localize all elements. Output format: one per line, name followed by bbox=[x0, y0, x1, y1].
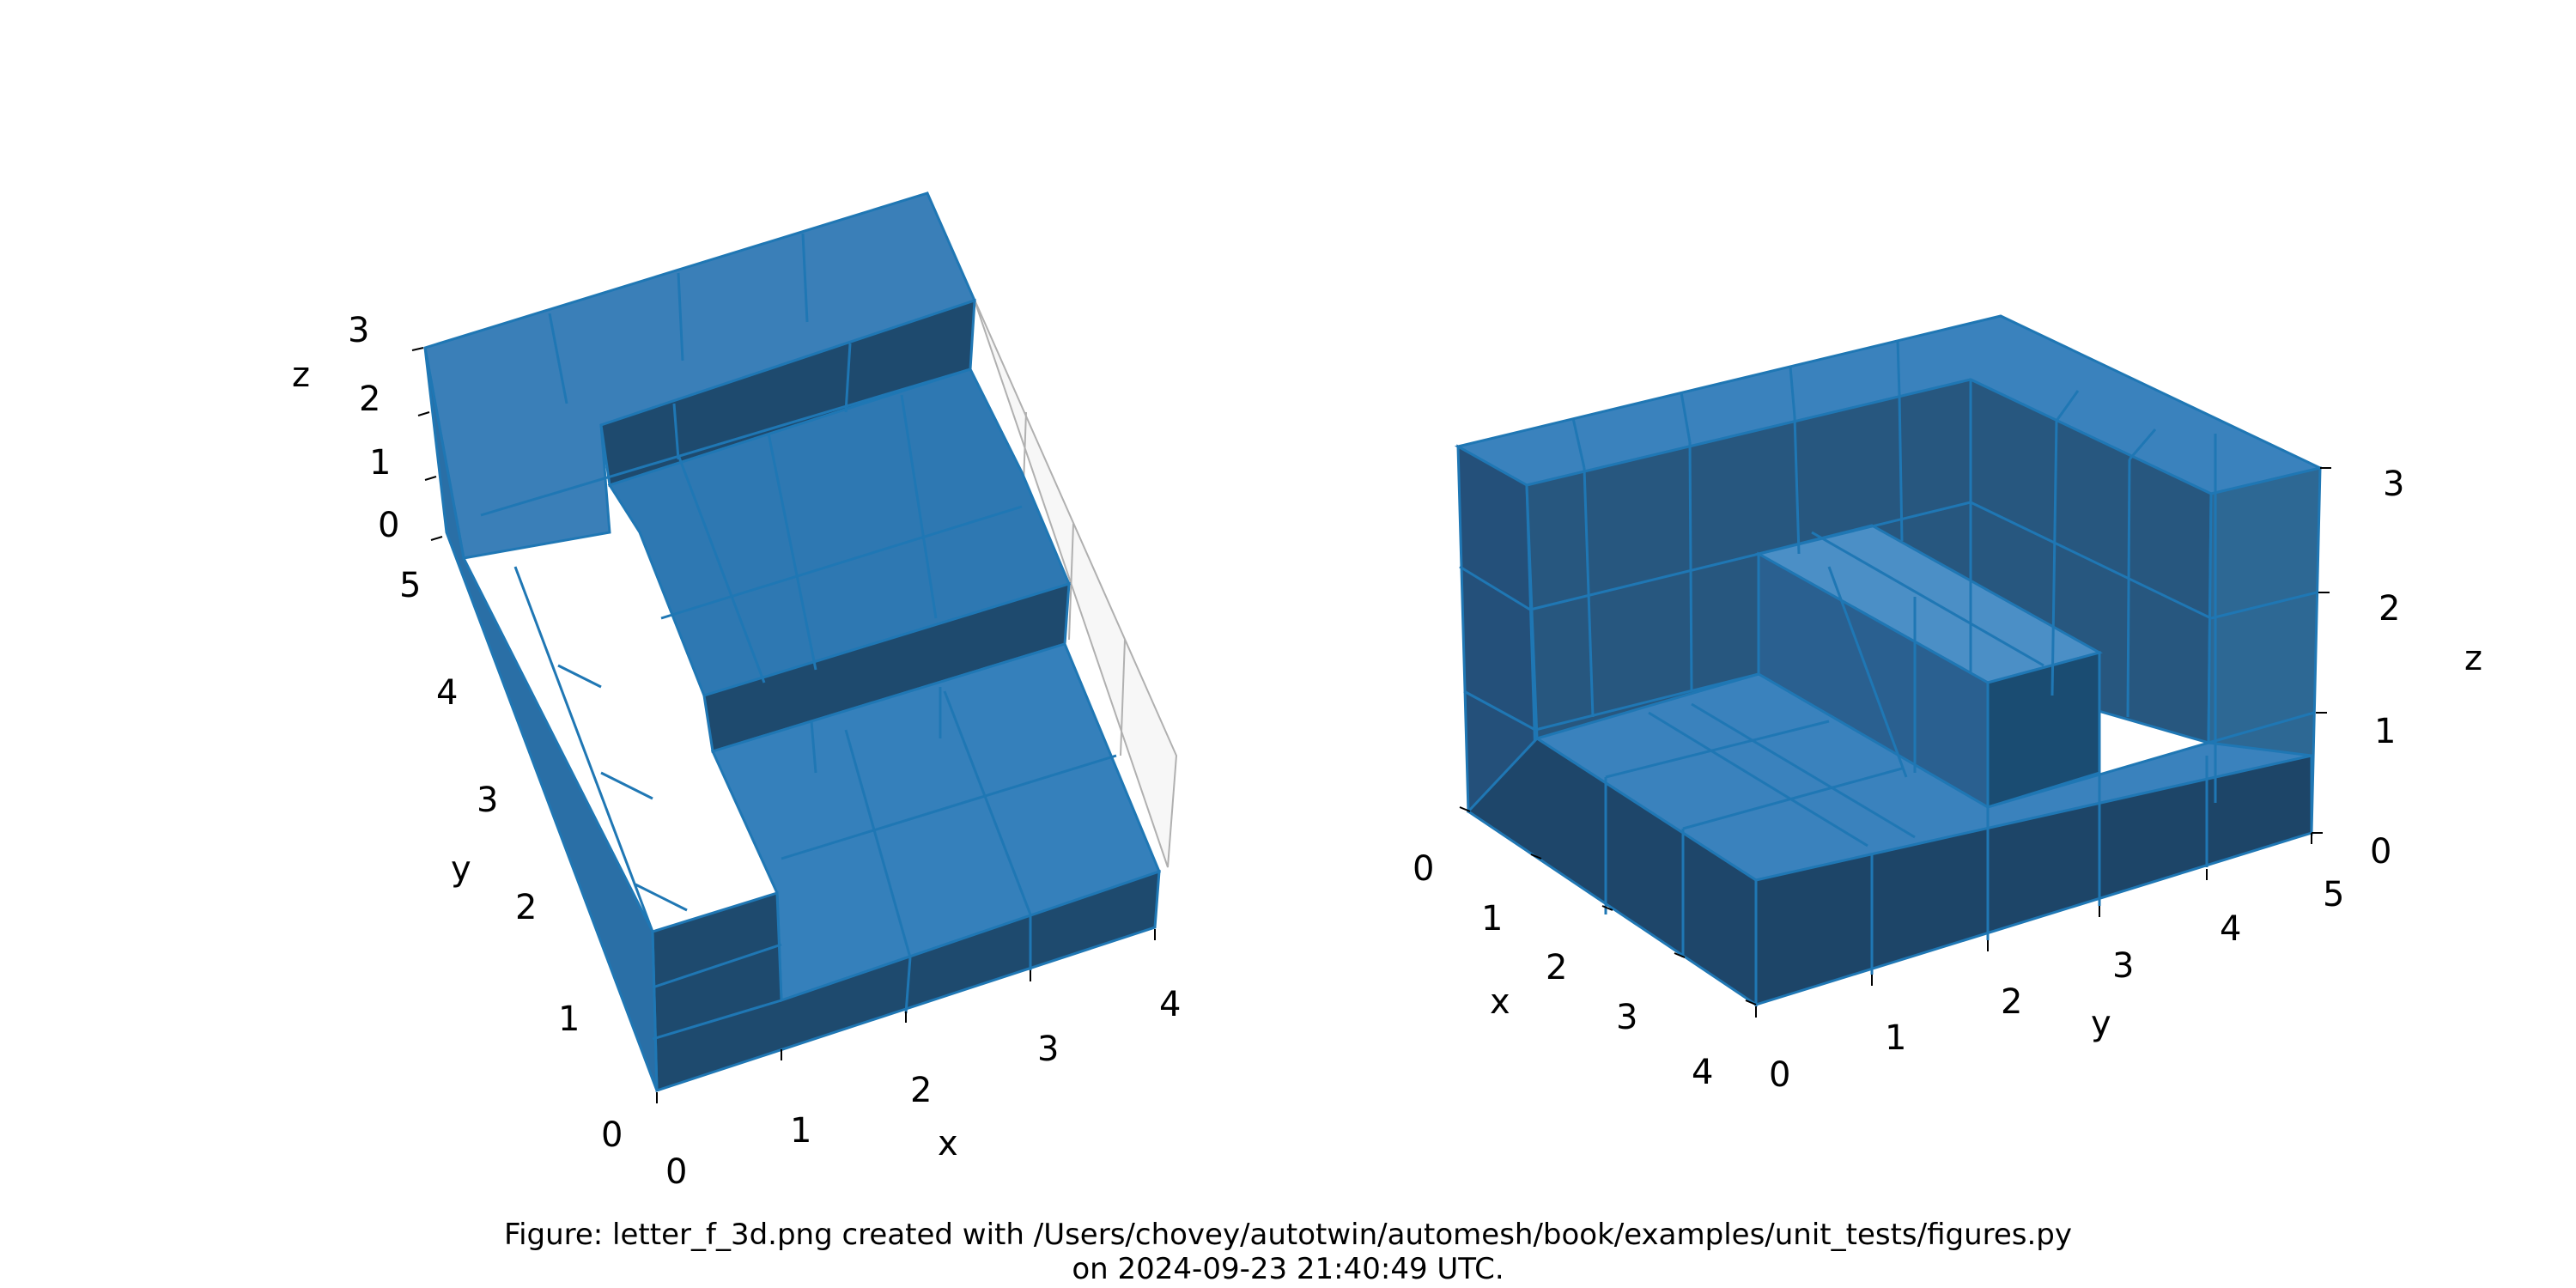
right-z-axis-label: z bbox=[2464, 639, 2482, 678]
left-voxel-body bbox=[423, 191, 1161, 1093]
left-z-tick-0: 0 bbox=[378, 506, 399, 545]
right-y-axis-label: y bbox=[2091, 1004, 2111, 1043]
left-y-axis-label: y bbox=[451, 849, 471, 889]
left-y-tick-5: 5 bbox=[399, 566, 421, 605]
left-x-tick-4: 4 bbox=[1159, 985, 1181, 1024]
left-y-tick-3: 3 bbox=[477, 781, 498, 820]
right-3d-voxel-plot: 0 1 2 3 4 x 0 1 2 3 4 5 y 3 2 1 0 z bbox=[1413, 314, 2482, 1095]
right-x-tick-0: 0 bbox=[1413, 849, 1434, 889]
right-z-tick-2: 2 bbox=[2379, 589, 2400, 629]
left-y-tick-1: 1 bbox=[558, 999, 580, 1039]
left-y-tick-2: 2 bbox=[515, 888, 537, 927]
left-y-tick-0: 0 bbox=[601, 1115, 623, 1155]
right-z-tick-3: 3 bbox=[2383, 465, 2404, 504]
right-z-tick-0: 0 bbox=[2370, 832, 2391, 872]
figure-caption-line-2: on 2024-09-23 21:40:49 UTC. bbox=[1072, 1252, 1504, 1286]
left-x-tick-1: 1 bbox=[790, 1111, 811, 1151]
right-y-tick-1: 1 bbox=[1885, 1018, 1906, 1058]
left-x-axis-label: x bbox=[938, 1124, 958, 1163]
figure-caption-line-1: Figure: letter_f_3d.png created with /Us… bbox=[503, 1218, 2073, 1252]
right-x-tick-3: 3 bbox=[1616, 998, 1637, 1037]
right-voxel-body bbox=[1454, 314, 2324, 1007]
right-y-tick-3: 3 bbox=[2112, 946, 2134, 986]
left-z-axis-label: z bbox=[292, 355, 310, 395]
right-x-tick-2: 2 bbox=[1546, 948, 1567, 987]
left-z-tick-2: 2 bbox=[359, 380, 380, 419]
right-x-tick-1: 1 bbox=[1481, 899, 1503, 939]
right-axis-ticks bbox=[1459, 467, 2331, 1018]
left-3d-voxel-plot: 3 2 1 0 z 5 4 3 2 1 0 y 0 1 2 3 4 x bbox=[292, 191, 1181, 1192]
left-x-tick-2: 2 bbox=[910, 1071, 932, 1110]
right-y-tick-0: 0 bbox=[1769, 1055, 1790, 1095]
left-x-tick-0: 0 bbox=[665, 1152, 687, 1192]
right-y-tick-2: 2 bbox=[2001, 982, 2022, 1022]
right-z-tick-1: 1 bbox=[2374, 712, 2396, 751]
right-y-tick-4: 4 bbox=[2220, 909, 2241, 949]
left-y-tick-4: 4 bbox=[436, 673, 458, 713]
left-z-tick-1: 1 bbox=[369, 443, 391, 483]
right-x-axis-label: x bbox=[1490, 982, 1510, 1022]
left-axis-ticks bbox=[411, 347, 1156, 1103]
right-x-tick-4: 4 bbox=[1692, 1053, 1713, 1092]
right-y-tick-5: 5 bbox=[2323, 875, 2344, 914]
left-z-tick-3: 3 bbox=[348, 311, 369, 350]
left-x-tick-3: 3 bbox=[1037, 1030, 1059, 1069]
